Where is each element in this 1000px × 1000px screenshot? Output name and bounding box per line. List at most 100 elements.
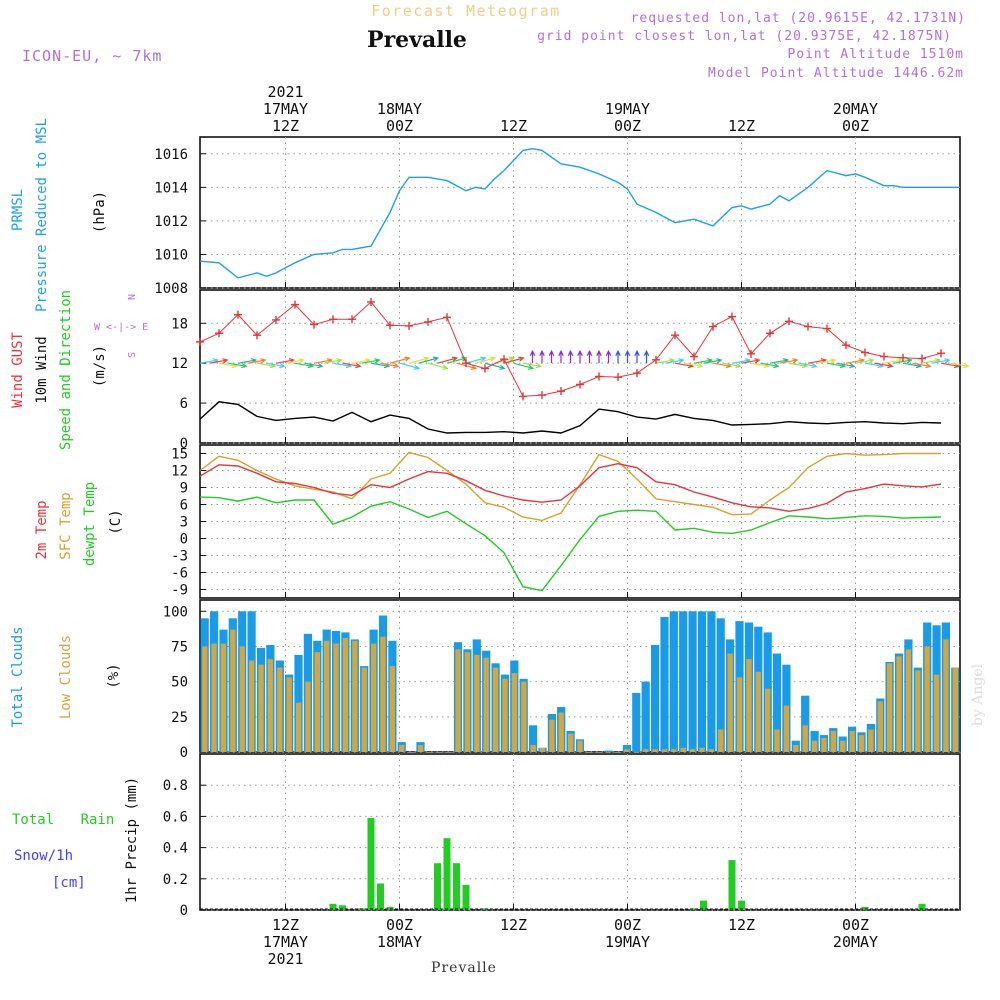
forecast-title: Forecast Meteogram: [371, 2, 561, 20]
low-clouds-bar: [474, 654, 480, 752]
low-clouds-bar: [802, 725, 808, 752]
gust-point: [329, 315, 337, 324]
total-clouds-bar: [688, 611, 697, 752]
bottom-time-label: 00Z: [614, 916, 641, 934]
low-clouds-bar: [652, 749, 658, 752]
top-time-label: 19MAY: [605, 100, 650, 118]
low-clouds-bar: [249, 660, 255, 752]
wind-arrow-shaft: [769, 359, 788, 364]
wind-arrow-shaft: [503, 357, 524, 364]
wind-direction-arrow: [209, 358, 229, 364]
temp-2m-line: [199, 462, 942, 513]
wind-arrow-head: [615, 349, 621, 356]
wind-arrow-head: [451, 356, 459, 362]
wind-direction-arrow: [567, 349, 574, 364]
low-clouds-bar: [371, 643, 377, 752]
wind-arrow-shaft: [522, 362, 541, 367]
low-clouds-bar: [277, 667, 283, 752]
top-time-label: 12Z: [500, 117, 527, 135]
gust-point: [899, 353, 907, 362]
low-clouds-bar: [380, 636, 386, 752]
low-clouds-bar: [455, 649, 461, 752]
wind-arrow-head: [558, 349, 564, 356]
top-time-label: 12Z: [272, 117, 299, 135]
wind-label-unit: (m/s): [92, 345, 108, 387]
low-clouds-bar: [661, 749, 668, 752]
pressure-label-msl: Pressure Reduced to MSL: [34, 118, 50, 312]
clouds-ytick-label: 50: [171, 675, 188, 691]
bottom-time-label: 17MAY: [263, 933, 308, 951]
low-clouds-bar: [905, 649, 912, 752]
gust-point: [652, 355, 660, 364]
low-clouds-bar: [389, 666, 395, 752]
wind-arrow-head: [716, 358, 723, 364]
gust-point: [348, 315, 356, 324]
low-clouds-bar: [774, 729, 780, 752]
wind-arrow-head: [442, 364, 449, 370]
clouds-ytick-label: 0: [180, 745, 188, 761]
wind-arrow-shaft: [931, 359, 950, 364]
wind-compass-s: S: [127, 352, 138, 358]
wind-arrow-shaft: [845, 359, 864, 364]
gust-point: [557, 387, 565, 396]
low-clouds-bar: [352, 640, 358, 752]
wind-direction-arrow: [605, 349, 612, 364]
wind-arrow-head: [586, 349, 593, 356]
wind-arrow-head: [811, 362, 818, 369]
total-clouds-bar: [801, 695, 810, 752]
wind-direction-arrow: [522, 362, 543, 369]
wind-direction-arrow: [266, 362, 286, 369]
wind-arrow-shaft: [275, 359, 294, 364]
wind-arrow-shaft: [285, 359, 304, 364]
low-clouds-bar: [830, 730, 836, 752]
low-clouds-bar: [577, 740, 583, 752]
gust-point: [823, 324, 831, 333]
low-clouds-bar: [952, 667, 958, 752]
low-clouds-bar: [868, 729, 874, 752]
wind-direction-arrow: [399, 362, 421, 370]
low-clouds-bar: [896, 656, 902, 752]
pressure-panel: 1008 1010 1012 1014 1016: [154, 136, 961, 297]
wind-direction-arrow: [874, 362, 894, 369]
wind-arrow-shaft: [465, 357, 486, 364]
wind-arrow-head: [279, 362, 286, 369]
wind-arrow-shaft: [940, 362, 959, 367]
wind-arrow-head: [735, 362, 742, 369]
wind-direction-arrow: [912, 362, 932, 369]
low-clouds-bar: [211, 643, 217, 752]
precip-label-cm: [cm]: [52, 875, 86, 891]
low-clouds-bar: [643, 749, 649, 752]
rain-bar: [329, 903, 337, 910]
wind-arrow-head: [849, 362, 856, 369]
wind-arrow-shaft: [256, 362, 275, 367]
gust-point: [595, 372, 603, 381]
low-clouds-bar: [333, 643, 339, 752]
temp-ytick-label: -3: [171, 549, 188, 565]
wind-arrow-shaft: [209, 359, 228, 364]
wind-direction-arrow: [779, 358, 799, 364]
total-clouds-bar: [641, 681, 650, 752]
wind-direction-arrow: [817, 358, 837, 364]
low-clouds-bar: [849, 730, 855, 752]
temp-ytick-label: 12: [171, 464, 188, 480]
model-altitude: Model Point Altitude 1446.62m: [708, 66, 964, 81]
total-clouds-bar: [716, 618, 725, 752]
wind-direction-arrow: [539, 349, 545, 364]
pressure-ytick-label: 1012: [154, 214, 188, 230]
gust-point: [519, 392, 527, 401]
wind-direction-arrow: [247, 358, 267, 364]
low-clouds-bar: [539, 747, 546, 752]
wind-arrow-head: [925, 362, 932, 369]
top-time-label: 00Z: [614, 117, 641, 135]
wind-arrow-head: [499, 364, 506, 370]
clouds-label-low: Low Clouds: [58, 635, 74, 719]
clouds-ytick-label: 25: [171, 710, 188, 726]
precip-ytick-label: 0.8: [163, 778, 188, 794]
wind-direction-arrow: [408, 356, 430, 364]
wind-arrow-shaft: [361, 359, 380, 364]
wind-arrow-head: [222, 358, 229, 364]
gust-point: [424, 317, 432, 326]
wind-arrow-shaft: [912, 362, 931, 367]
low-clouds-bar: [680, 747, 686, 752]
wind-arrow-head: [518, 356, 525, 362]
